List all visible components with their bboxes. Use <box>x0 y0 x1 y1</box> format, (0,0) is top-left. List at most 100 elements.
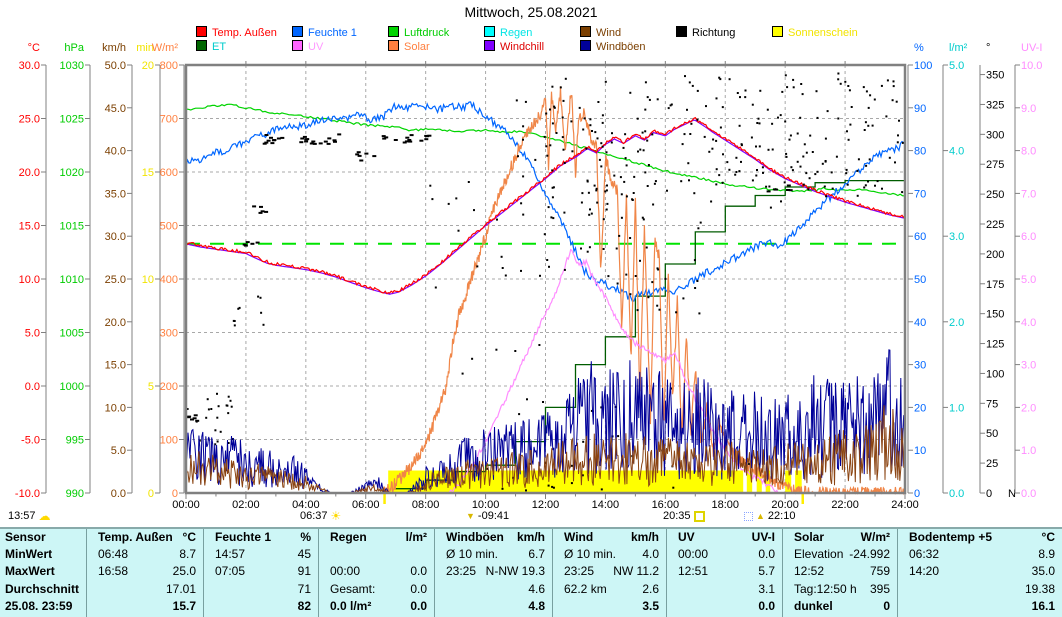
stats-column-name: Bodentemp +5 <box>909 530 993 544</box>
stats-cell <box>319 546 434 563</box>
stats-column-feuchte-1: Feuchte 1% 14:57 45 07:05 91 71 82 <box>203 529 318 617</box>
svg-text:175: 175 <box>986 279 1004 291</box>
stats-cell-value: 82 <box>297 598 311 613</box>
series-feuchte-1 <box>185 101 906 302</box>
svg-text:20: 20 <box>914 402 926 414</box>
value-axes: °C -10.0 -5.0 0.0 5.0 10.0 15.0 20.0 25.0 30.0 hPa… <box>15 42 1043 500</box>
stats-cell-label: Ø 10 min. <box>564 547 617 562</box>
svg-text:60: 60 <box>914 231 926 243</box>
stats-column-unit: km/h <box>516 530 545 544</box>
plot-border <box>184 63 907 495</box>
stats-row-label: MaxWert <box>5 564 55 579</box>
stats-cell: 3.1 <box>667 581 782 598</box>
stats-cell-value: 0.0 <box>410 564 427 579</box>
sunset-marker-time: 20:35 <box>663 510 691 522</box>
svg-text:2.0: 2.0 <box>949 317 964 329</box>
legend-swatch <box>388 40 399 51</box>
svg-text:10.0: 10.0 <box>105 402 126 414</box>
legend-swatch <box>196 26 207 37</box>
legend-swatch <box>292 40 303 51</box>
stats-cell: 0.0 l/m² 0.0 <box>319 598 434 615</box>
svg-text:5.0: 5.0 <box>25 328 40 340</box>
stats-cell: 12:51 5.7 <box>667 563 782 580</box>
stats-cell-value: 3.5 <box>642 598 659 613</box>
svg-text:225: 225 <box>986 219 1004 231</box>
time-tick-label: 24:00 <box>891 499 919 511</box>
moonset-marker-time: -09:41 <box>477 510 510 522</box>
stats-cell: Gesamt: 0.0 <box>319 581 434 598</box>
stats-cell-label: 00:00 <box>678 547 709 562</box>
svg-text:200: 200 <box>160 381 178 393</box>
legend-label: UV <box>308 41 324 53</box>
stats-cell: Tag:12:50 h 395 <box>783 581 897 598</box>
stats-cell: 00:00 0.0 <box>667 546 782 563</box>
page-title: Mittwoch, 25.08.2021 <box>464 4 598 20</box>
stats-cell-value: 45 <box>297 547 311 562</box>
axis-title: W/m² <box>152 42 179 54</box>
stats-cell: 82 <box>204 598 318 615</box>
stats-cell-label: 06:32 <box>909 547 940 562</box>
time-tick-label: 12:00 <box>532 499 560 511</box>
svg-text:25: 25 <box>986 458 998 470</box>
time-tick-label: 04:00 <box>292 499 320 511</box>
svg-text:20.0: 20.0 <box>19 167 40 179</box>
svg-text:75: 75 <box>986 398 998 410</box>
stats-cell-value: 3.1 <box>758 581 775 596</box>
svg-text:25.0: 25.0 <box>19 114 40 126</box>
legend-swatch <box>292 26 303 37</box>
legend-swatch <box>484 26 495 37</box>
time-tick-label: 18:00 <box>711 499 739 511</box>
legend-swatch <box>580 26 591 37</box>
svg-text:5.0: 5.0 <box>111 445 126 457</box>
axis-title: km/h <box>102 42 126 54</box>
svg-text:990: 990 <box>66 488 84 500</box>
svg-text:9.0: 9.0 <box>1021 103 1036 115</box>
svg-text:70: 70 <box>914 188 926 200</box>
legend-label: Windböen <box>596 41 646 53</box>
stats-cell-label: 23:25 <box>446 564 477 579</box>
legend-label: Wind <box>596 27 622 39</box>
stats-cell-value: 0.0 <box>410 581 427 596</box>
svg-text:8.0: 8.0 <box>1021 146 1036 158</box>
axis-: % 0 10 20 30 40 50 60 70 80 90 100 <box>907 42 932 500</box>
svg-text:5: 5 <box>148 381 154 393</box>
axis-title: l/m² <box>949 42 968 54</box>
axis-title: ° <box>986 42 990 54</box>
stats-cell-value: 0.0 <box>758 547 775 562</box>
legend-item-regen: Regen <box>484 26 532 40</box>
svg-text:1.0: 1.0 <box>949 402 964 414</box>
stats-cell-label: Gesamt: <box>330 581 376 596</box>
svg-text:0.0: 0.0 <box>111 488 126 500</box>
stats-row-label: Sensor <box>5 530 46 544</box>
sun-moon-marker-row: 13:57 ☁ 06:37 ☀ ▼ -09:41 20:35 ▲ 22:10 <box>0 510 1062 526</box>
stats-column-header: Windböen km/h <box>435 529 552 546</box>
legend-item-uv: UV <box>292 40 323 54</box>
stats-cell-label: 12:51 <box>678 564 709 579</box>
svg-text:3.0: 3.0 <box>949 231 964 243</box>
stats-cell-value: 0.0 <box>410 598 427 613</box>
stats-column-temp-au-en: Temp. Außen °C 06:48 8.7 16:58 25.0 17.01 15.7 <box>86 529 203 617</box>
stats-cell: 17.01 <box>87 581 203 598</box>
svg-text:35.0: 35.0 <box>105 188 126 200</box>
stats-cell: 4.6 <box>435 581 552 598</box>
legend-item-windchill: Windchill <box>484 40 544 54</box>
svg-text:20: 20 <box>142 60 154 72</box>
stats-cell-value: 71 <box>297 581 311 596</box>
svg-text:5.0: 5.0 <box>949 60 964 72</box>
stats-column-header: Temp. Außen °C <box>87 529 203 546</box>
svg-text:600: 600 <box>160 167 178 179</box>
stats-column-name: Wind <box>564 530 594 544</box>
axis-km-h: km/h 0.0 5.0 10.0 15.0 20.0 25.0 30.0 35.0 40.0 45… <box>102 42 133 500</box>
axis-min: min 0 5 10 15 20 <box>136 42 161 500</box>
time-tick-label: 14:00 <box>592 499 620 511</box>
legend-label: Richtung <box>692 27 736 39</box>
axis-title: % <box>914 42 924 54</box>
stats-column-name: Feuchte 1 <box>215 530 272 544</box>
moonset-marker: ▼ -09:41 <box>466 510 509 522</box>
time-tick-label: 22:00 <box>831 499 859 511</box>
svg-text:1000: 1000 <box>60 381 84 393</box>
svg-text:15: 15 <box>142 167 154 179</box>
svg-text:200: 200 <box>986 249 1004 261</box>
stats-column-name: Solar <box>794 530 825 544</box>
stats-column-header: Feuchte 1% <box>204 529 318 546</box>
